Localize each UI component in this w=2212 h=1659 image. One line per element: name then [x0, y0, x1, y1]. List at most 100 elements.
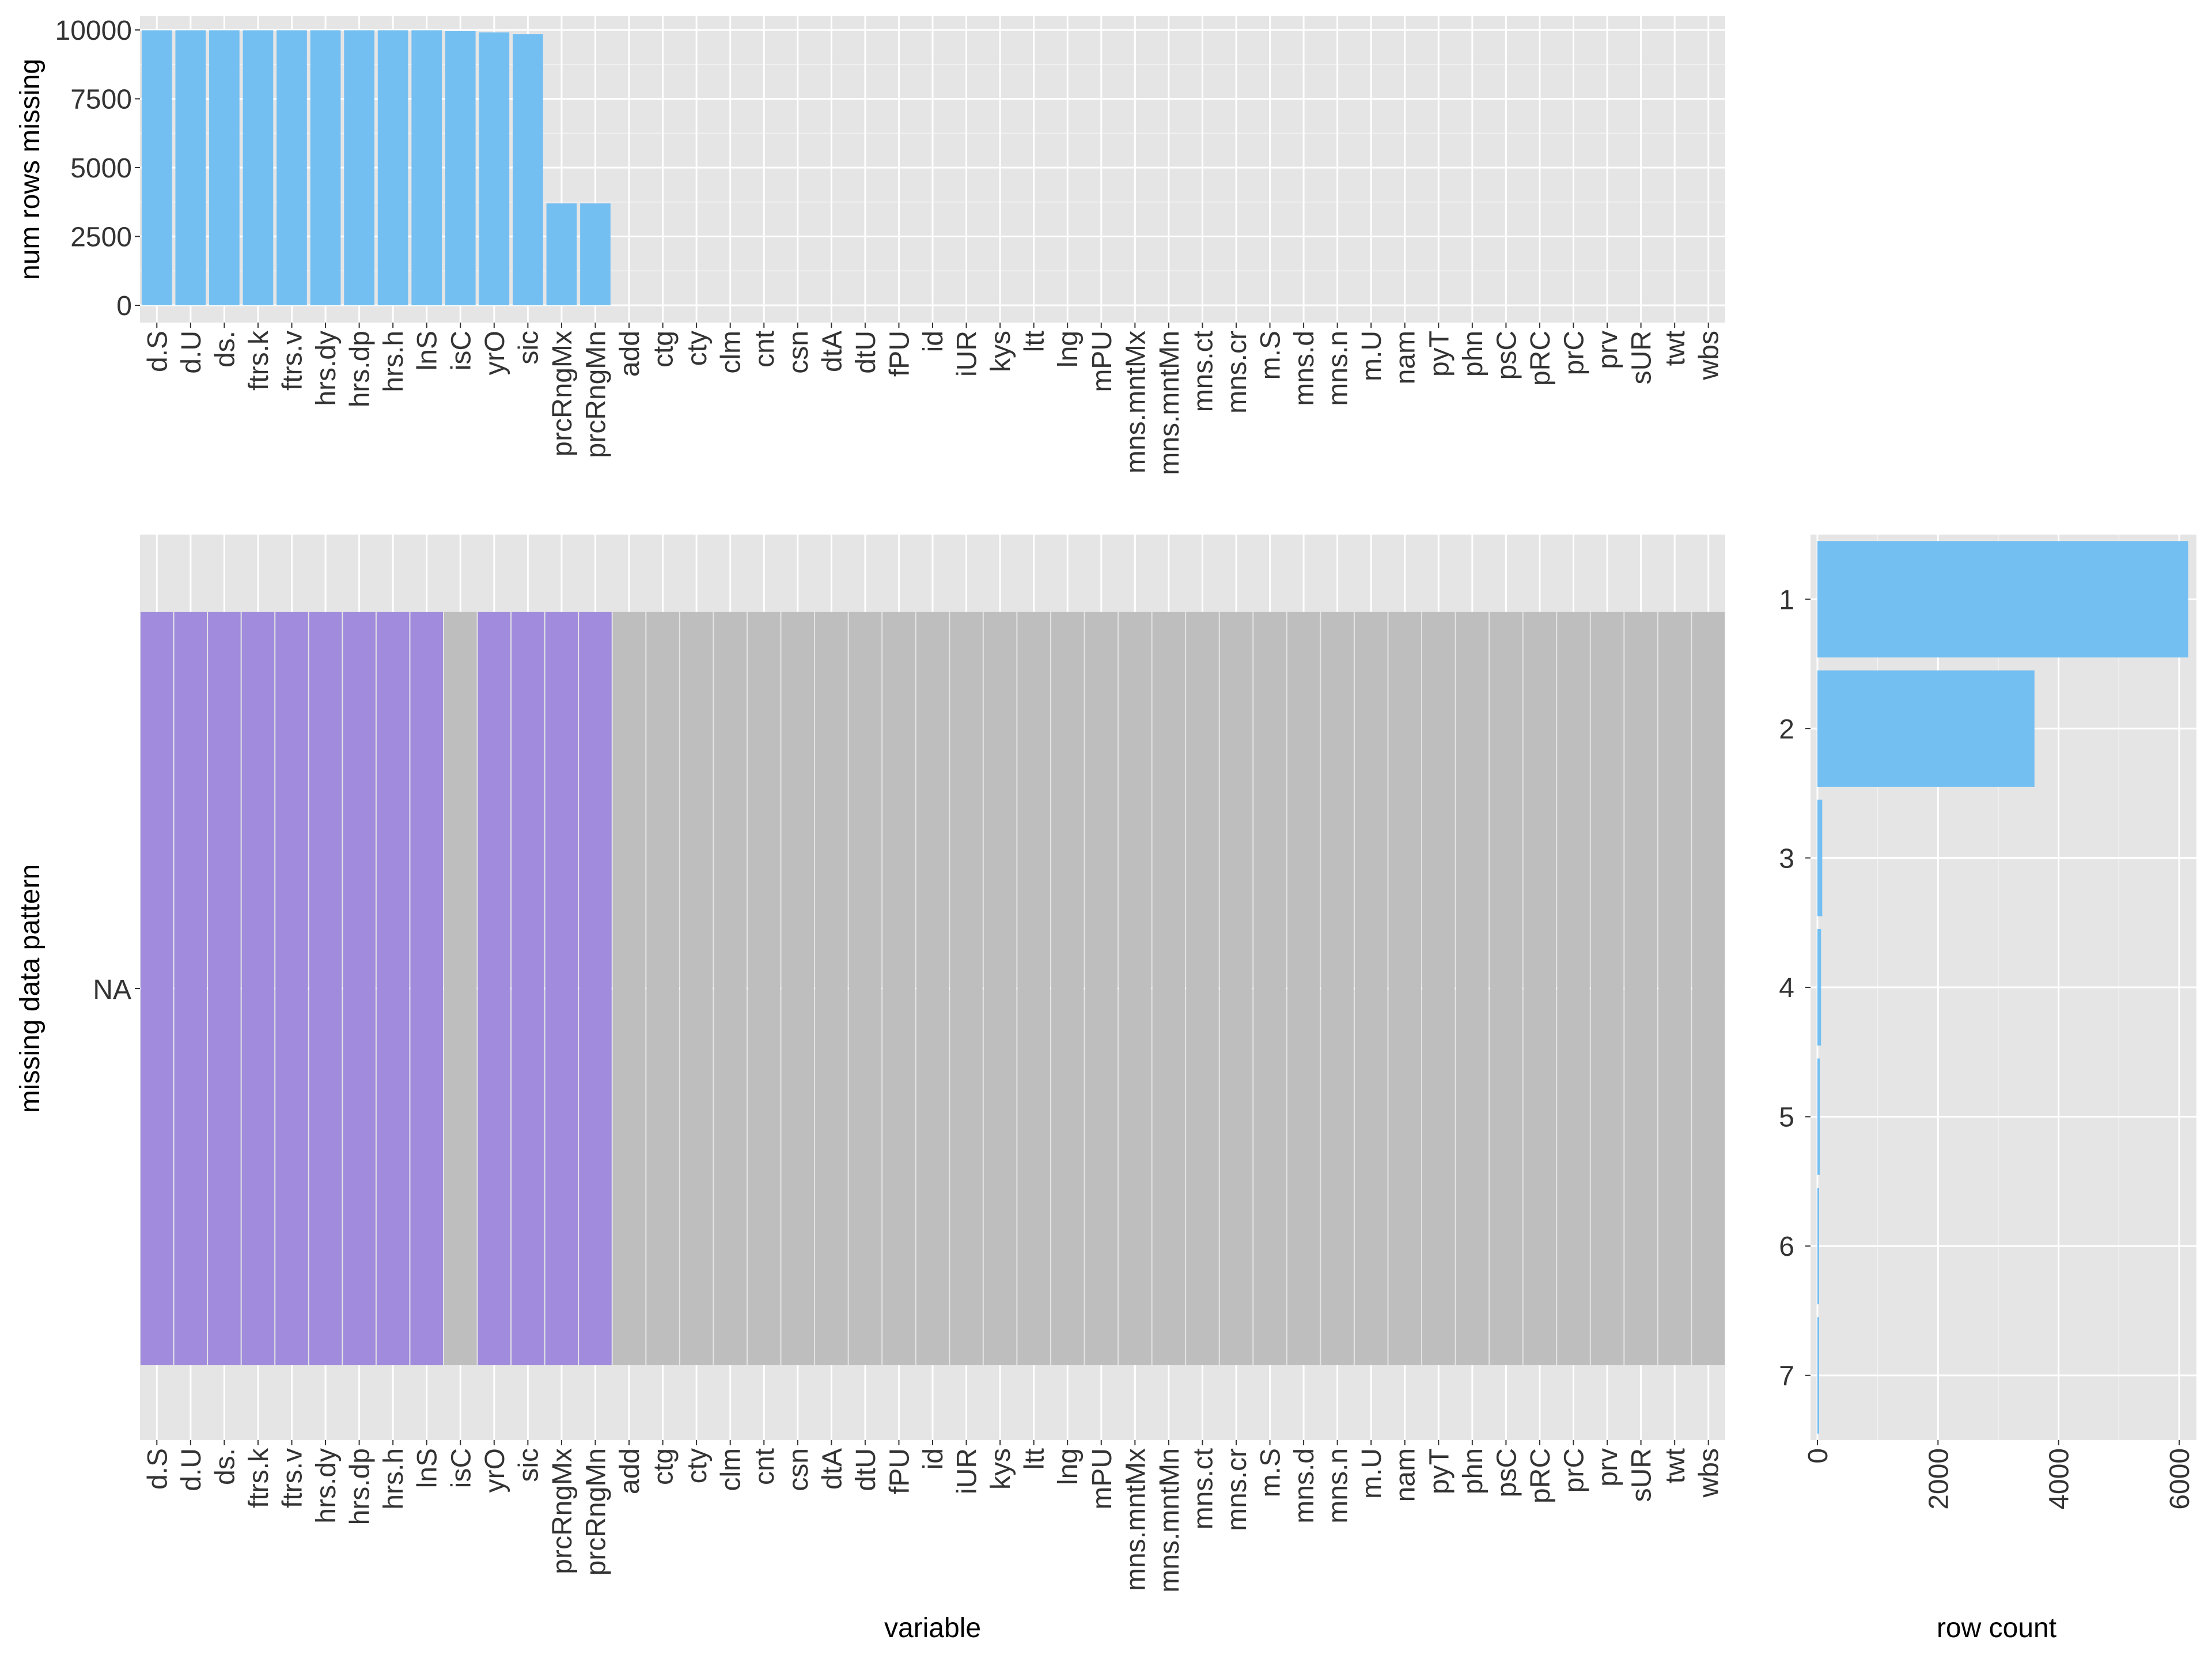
- x-tick-label: 4000: [2044, 1448, 2075, 1510]
- x-tick-label: hrs.dp: [345, 1448, 376, 1525]
- present-tile: [1321, 612, 1354, 1365]
- bar: [1817, 541, 2188, 658]
- bar: [310, 30, 341, 306]
- y-tick-label: 2: [1779, 714, 1794, 745]
- missing-tile: [141, 612, 173, 1365]
- x-tick-label: ftrs.k: [244, 1448, 274, 1508]
- x-tick-label: mns.mntMn: [1154, 1448, 1185, 1593]
- bar: [1817, 929, 1821, 1046]
- bar: [1817, 1058, 1820, 1175]
- x-tick-label: phn: [1458, 331, 1488, 377]
- x-tick-label: add: [615, 1448, 645, 1494]
- present-tile: [882, 612, 915, 1365]
- tiles: [141, 612, 1725, 1365]
- x-tick-label: ftrs.v: [277, 1448, 308, 1508]
- x-tick-label: add: [615, 331, 645, 377]
- missing-tile: [241, 612, 275, 1365]
- x-tick-label: m.S: [1256, 1448, 1286, 1497]
- x-tick-label: nam: [1391, 1448, 1421, 1502]
- x-tick-label: sic: [513, 1448, 544, 1482]
- x-tick-label: cnt: [749, 1448, 780, 1485]
- x-tick-label: psC: [1491, 1448, 1522, 1497]
- x-tick-label: sic: [513, 331, 544, 365]
- y-axis-label: missing data pattern: [15, 864, 46, 1113]
- present-tile: [1388, 612, 1422, 1365]
- x-tick-label: mns.n: [1323, 331, 1354, 406]
- bar: [209, 30, 240, 306]
- bar: [243, 30, 274, 306]
- x-tick-label: mns.mntMx: [1120, 1448, 1151, 1591]
- present-tile: [1219, 612, 1253, 1365]
- x-tick-label: ctg: [649, 331, 679, 368]
- x-tick-label: 0: [1803, 1448, 1834, 1464]
- x-tick-label: mns.d: [1289, 1448, 1320, 1524]
- present-tile: [1490, 612, 1522, 1365]
- bar: [1817, 670, 2035, 787]
- x-tick-label: d.S: [142, 1448, 173, 1490]
- x-tick-label: id: [918, 1448, 949, 1469]
- x-tick-label: hrs.dy: [311, 331, 342, 406]
- x-tick-label: ds.: [210, 331, 240, 368]
- x-tick-label: mns.cr: [1222, 331, 1252, 414]
- x-tick-label: lng: [1053, 331, 1084, 368]
- present-tile: [849, 612, 882, 1365]
- missing-pattern-heatmap: d.S d.U ds. ftrs.k ftrs.v hrs.dy hrs.dp hrs.h ln…: [15, 535, 1725, 1643]
- x-tick-label: csn: [783, 1448, 814, 1491]
- bar: [513, 34, 543, 306]
- bar: [580, 203, 611, 305]
- bar: [546, 203, 577, 305]
- bar: [344, 30, 374, 306]
- present-tile: [1590, 612, 1624, 1365]
- x-tick-label: pRC: [1525, 331, 1556, 386]
- x-tick-label: ftrs.k: [244, 330, 274, 391]
- x-tick-label: pyT: [1424, 331, 1455, 377]
- present-tile: [815, 612, 848, 1365]
- x-tick-label: ltt: [1020, 331, 1050, 352]
- x-tick-label: mns.n: [1323, 1448, 1354, 1524]
- x-tick-label: clm: [716, 1448, 747, 1491]
- bar: [276, 30, 307, 306]
- x-tick-label: pRC: [1525, 1448, 1556, 1503]
- x-tick-label: isC: [446, 1448, 476, 1488]
- x-tick-label: cty: [682, 331, 713, 366]
- missing-tile: [512, 612, 544, 1365]
- missing-tile: [208, 612, 241, 1365]
- x-tick-label: mns.d: [1289, 331, 1320, 406]
- x-tick-label: mPU: [1087, 1448, 1118, 1510]
- x-tick-label: hrs.dy: [311, 1448, 342, 1524]
- bar: [1817, 800, 1823, 916]
- x-tick-label: m.S: [1256, 331, 1286, 380]
- x-tick-label: hrs.h: [378, 1448, 409, 1510]
- x-tick-label: fPU: [884, 331, 915, 377]
- x-tick-label: mns.mntMn: [1154, 331, 1185, 475]
- y-tick-label: 4: [1779, 973, 1794, 1003]
- x-tick-label: yrO: [480, 331, 510, 375]
- x-tick-label: csn: [783, 331, 814, 374]
- present-tile: [1287, 612, 1320, 1365]
- y-tick-label: 1: [1779, 585, 1794, 615]
- x-tick-label: 6000: [2165, 1448, 2195, 1510]
- present-tile: [916, 612, 949, 1365]
- present-tile: [1152, 612, 1185, 1365]
- x-tick-label: twt: [1660, 331, 1691, 366]
- x-tick-label: mns.ct: [1188, 1448, 1218, 1529]
- x-tick-label: hrs.dp: [345, 331, 376, 407]
- x-tick-label: dtA: [817, 331, 847, 372]
- y-tick-label: 6: [1779, 1232, 1794, 1262]
- x-tick-label: wbs: [1694, 1448, 1725, 1498]
- bar: [479, 32, 510, 305]
- bar: [141, 30, 172, 306]
- x-tick-label: kys: [986, 331, 1016, 372]
- x-tick-label: yrO: [480, 1448, 510, 1493]
- y-tick-label: 10000: [55, 16, 132, 46]
- y-tick-label: 0: [116, 291, 132, 321]
- y-tick-label: 5000: [70, 153, 132, 184]
- present-tile: [781, 612, 815, 1365]
- y-axis-label: num rows missing: [15, 59, 46, 280]
- x-tick-label: hrs.h: [378, 331, 409, 392]
- x-tick-label: m.U: [1357, 1448, 1387, 1499]
- present-tile: [950, 612, 983, 1365]
- present-tile: [1354, 612, 1388, 1365]
- missing-tile: [309, 612, 342, 1365]
